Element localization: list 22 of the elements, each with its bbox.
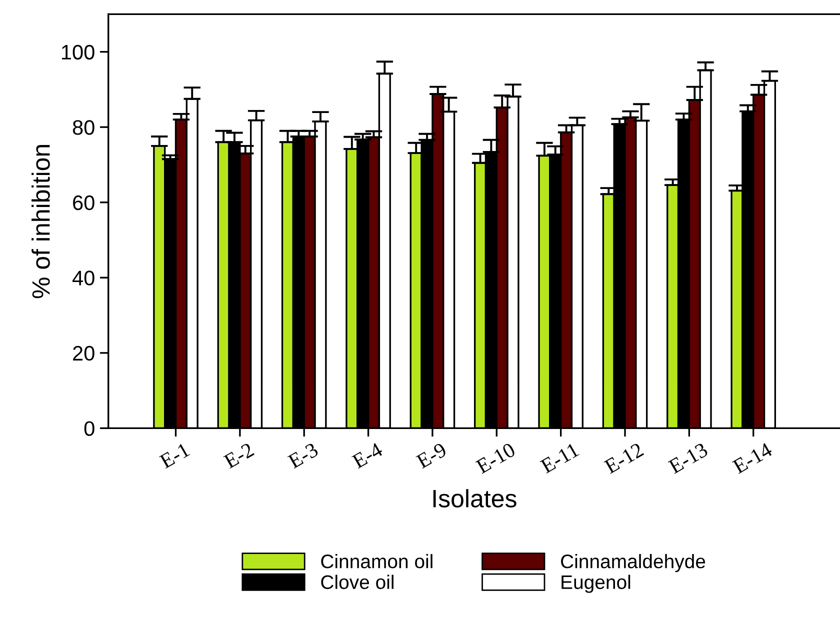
- y-tick-label: 40: [72, 270, 94, 286]
- y-tick-label: 20: [73, 346, 94, 361]
- y-tick-label: 0: [84, 421, 94, 436]
- legend-label: Cinnamaldehyde: [561, 554, 706, 572]
- legend-label: Cinnamon oil: [321, 554, 432, 568]
- legend-label: Eugenol: [562, 574, 630, 593]
- legend-label: Clove oil: [321, 574, 394, 590]
- y-tick-label: 80: [72, 120, 94, 135]
- x-tick-label: E-2: [223, 442, 254, 469]
- x-tick-label: E-3: [287, 442, 320, 469]
- x-axis-title: Isolates: [433, 489, 516, 508]
- y-tick-label: 60: [73, 195, 94, 210]
- x-tick-label: E-10: [475, 442, 516, 474]
- x-tick-label: E-4: [351, 442, 384, 469]
- x-tick-label: E-9: [416, 442, 448, 469]
- y-axis-title: % of inhibition: [32, 144, 50, 298]
- x-tick-label: E-12: [604, 442, 644, 474]
- y-tick-label: 100: [62, 44, 94, 60]
- x-tick-label: E-13: [668, 442, 709, 474]
- x-tick-label: E-1: [158, 442, 190, 469]
- x-tick-label: E-14: [732, 442, 774, 474]
- x-tick-label: E-11: [540, 442, 580, 474]
